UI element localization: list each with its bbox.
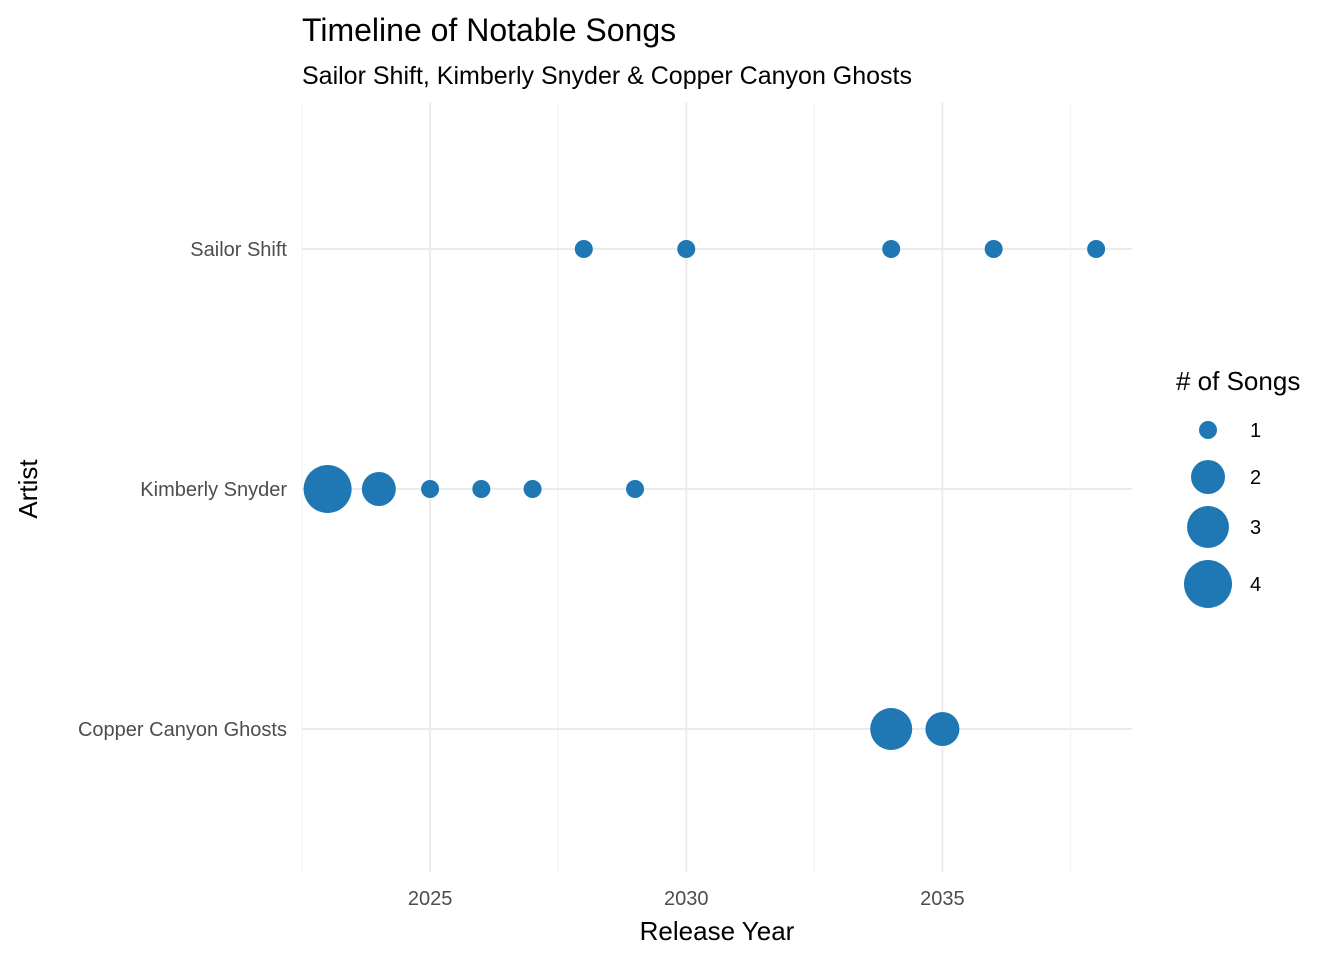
data-point	[523, 480, 542, 498]
data-point	[574, 240, 593, 258]
x-tick-label: 2035	[920, 888, 965, 910]
legend: # of Songs 1 2 3 4	[1176, 366, 1300, 608]
legend-key-4	[1184, 560, 1232, 608]
data-point	[472, 480, 491, 498]
chart-title: Timeline of Notable Songs	[302, 12, 676, 48]
legend-key-3	[1187, 506, 1229, 548]
legend-label-2: 2	[1250, 467, 1261, 489]
x-axis-title: Release Year	[640, 916, 795, 946]
legend-label-4: 4	[1250, 574, 1261, 596]
legend-key-2	[1191, 460, 1225, 494]
data-point	[626, 480, 645, 498]
y-tick-label-copper-canyon-ghosts: Copper Canyon Ghosts	[78, 719, 287, 741]
points-layer	[303, 240, 1106, 750]
data-point	[421, 480, 440, 498]
data-point	[870, 708, 913, 750]
x-tick-label: 2025	[408, 888, 453, 910]
legend-label-3: 3	[1250, 517, 1261, 539]
legend-label-1: 1	[1250, 420, 1261, 442]
data-point	[303, 465, 352, 513]
data-point	[1087, 240, 1106, 258]
legend-title: # of Songs	[1176, 366, 1300, 396]
data-point	[882, 240, 901, 258]
x-axis-tick-labels: 2025 2030 2035	[408, 888, 965, 910]
y-axis-tick-labels: Sailor Shift Kimberly Snyder Copper Canyon…	[78, 239, 287, 741]
y-tick-label-sailor-shift: Sailor Shift	[190, 239, 287, 261]
y-tick-label-kimberly-snyder: Kimberly Snyder	[140, 479, 287, 501]
chart-subtitle: Sailor Shift, Kimberly Snyder & Copper C…	[302, 62, 912, 90]
data-point	[925, 712, 960, 746]
legend-key-1	[1199, 421, 1217, 439]
data-point	[984, 240, 1003, 258]
data-point	[677, 240, 696, 258]
legend-entries: 1 2 3 4	[1184, 420, 1261, 608]
x-tick-label: 2030	[664, 888, 709, 910]
data-point	[361, 472, 396, 506]
y-axis-title: Artist	[13, 459, 43, 519]
